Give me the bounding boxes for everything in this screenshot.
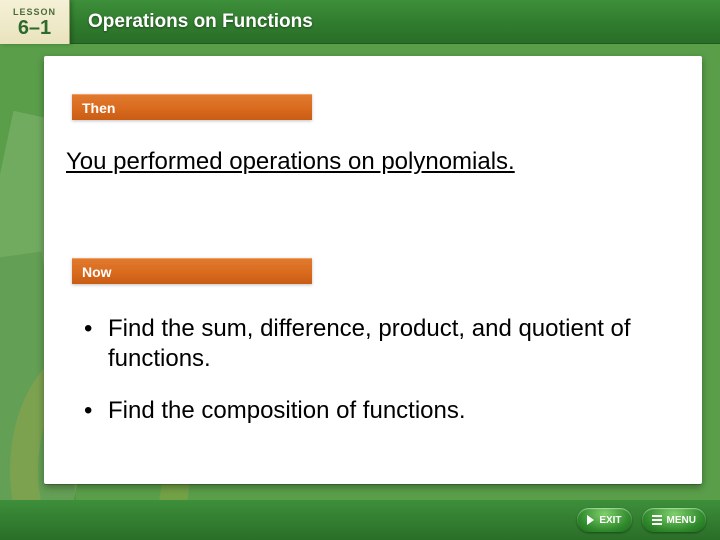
content-card: Then You performed operations on polynom… xyxy=(44,56,702,484)
then-text: You performed operations on polynomials. xyxy=(66,148,672,176)
menu-button[interactable]: MENU xyxy=(642,508,706,532)
page-title: Operations on Functions xyxy=(88,11,313,33)
section-tab-now: Now xyxy=(72,258,312,284)
now-item-0: Find the sum, difference, product, and q… xyxy=(108,315,631,372)
footer-bar: EXIT MENU xyxy=(0,500,720,540)
lesson-tab: LESSON 6–1 xyxy=(0,0,70,44)
lesson-label: LESSON xyxy=(13,7,56,17)
now-item-1: Find the composition of functions. xyxy=(108,397,466,424)
exit-button-label: EXIT xyxy=(599,515,621,526)
header-bar: LESSON 6–1 Operations on Functions xyxy=(0,0,720,44)
then-text-content: You performed operations on polynomials. xyxy=(66,148,515,175)
list-item: Find the composition of functions. xyxy=(84,396,662,426)
exit-button[interactable]: EXIT xyxy=(577,508,631,532)
section-tab-now-label: Now xyxy=(82,264,112,280)
now-list: Find the sum, difference, product, and q… xyxy=(84,314,662,448)
section-tab-then: Then xyxy=(72,94,312,120)
section-tab-then-label: Then xyxy=(82,100,115,116)
menu-icon xyxy=(652,515,662,525)
list-item: Find the sum, difference, product, and q… xyxy=(84,314,662,374)
lesson-number: 6–1 xyxy=(18,18,51,38)
menu-button-label: MENU xyxy=(667,515,696,526)
slide: LESSON 6–1 Operations on Functions Then … xyxy=(0,0,720,540)
play-icon xyxy=(587,515,594,525)
